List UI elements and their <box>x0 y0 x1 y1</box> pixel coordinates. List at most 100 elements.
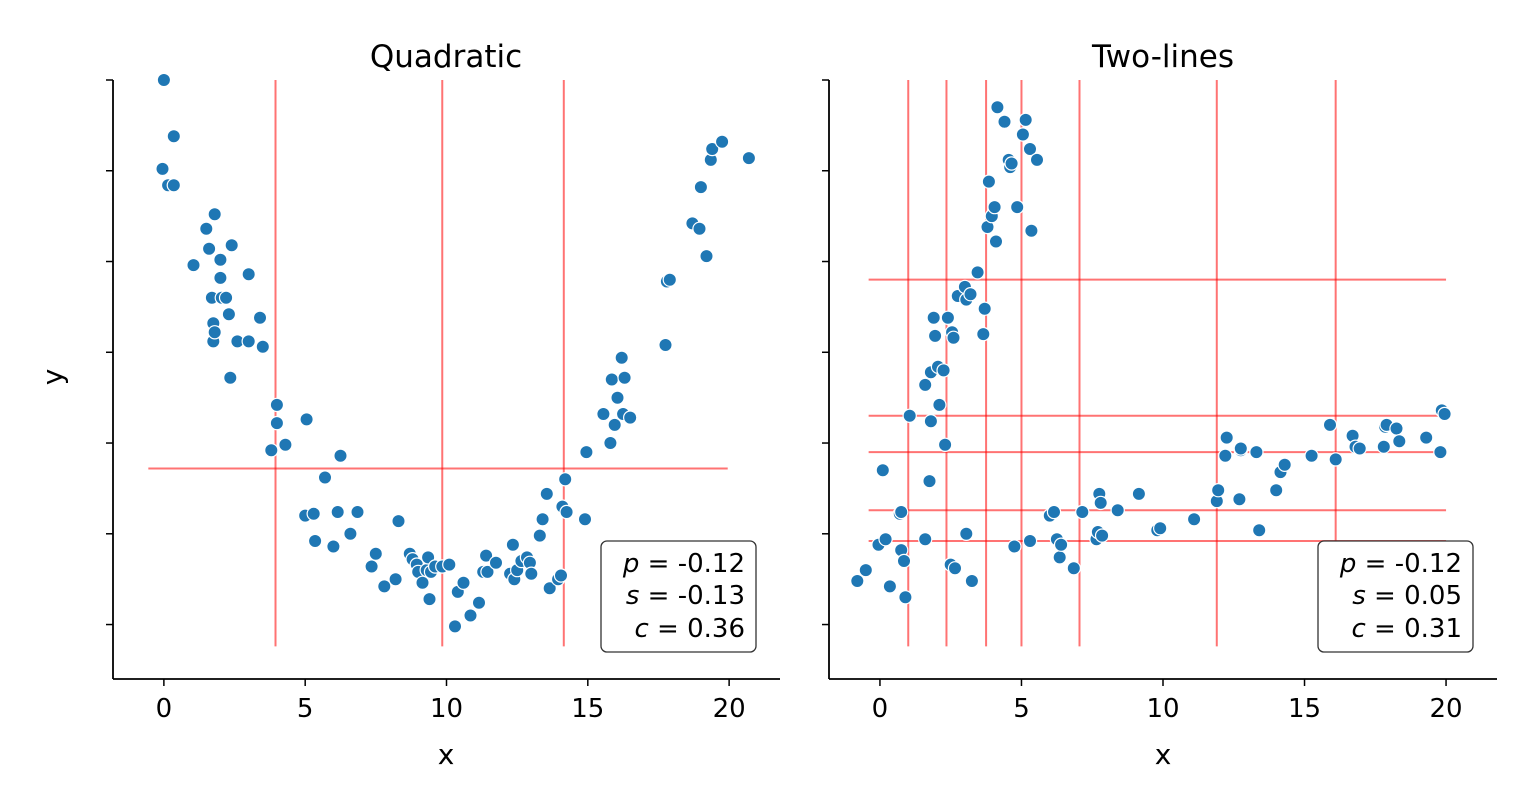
two-lines-point-11 <box>902 408 917 423</box>
quadratic-point-12 <box>207 325 222 340</box>
two-lines-point-20 <box>932 397 947 413</box>
quadratic-point-97 <box>692 221 707 236</box>
quadratic-xtick-label-4: 20 <box>713 694 746 724</box>
two-lines-point-84 <box>1304 448 1319 463</box>
svg-text:p = -0.12: p = -0.12 <box>622 549 745 579</box>
quadratic-point-24 <box>255 339 270 354</box>
quadratic-point-99 <box>699 248 714 264</box>
quadratic-point-13 <box>213 270 228 286</box>
quadratic-point-5 <box>186 257 201 273</box>
two-lines-point-23 <box>940 310 956 325</box>
quadratic-point-10 <box>207 207 222 222</box>
two-lines-point-13 <box>918 532 933 547</box>
svg-text:p = -0.12: p = -0.12 <box>1339 549 1462 579</box>
two-lines-point-10 <box>898 590 913 605</box>
two-lines-xlabel: x <box>1155 738 1172 771</box>
two-lines-point-17 <box>926 310 941 325</box>
quadratic-point-66 <box>505 537 521 552</box>
quadratic-stat-p-value: = -0.12 <box>639 549 745 579</box>
two-lines-point-46 <box>1004 156 1019 171</box>
quadratic-xlabel: x <box>438 738 455 771</box>
two-lines-point-9 <box>896 553 912 569</box>
two-lines-point-38 <box>981 174 997 189</box>
two-lines-point-94 <box>1392 434 1407 449</box>
two-lines-point-36 <box>977 301 992 316</box>
quadratic-point-35 <box>330 504 345 520</box>
quadratic-point-85 <box>603 435 618 451</box>
quadratic-point-95 <box>662 272 678 287</box>
quadratic-stat-c-value: = 0.36 <box>649 614 745 644</box>
two-lines-point-89 <box>1352 441 1367 456</box>
two-lines-point-15 <box>923 414 939 429</box>
quadratic-point-76 <box>542 581 557 596</box>
quadratic-point-64 <box>488 555 504 571</box>
quadratic-point-19 <box>223 370 238 385</box>
two-lines-point-18 <box>927 328 943 344</box>
two-lines-point-22 <box>937 437 953 452</box>
quadratic-point-40 <box>368 546 383 562</box>
quadratic-point-92 <box>623 410 638 425</box>
quadratic-point-102 <box>714 134 730 149</box>
two-lines-point-14 <box>922 473 937 489</box>
quadratic-point-25 <box>264 443 279 458</box>
quadratic-ylabel: y <box>36 369 69 386</box>
quadratic-stats-box: p = -0.12 s = -0.13 c = 0.36 <box>600 540 757 653</box>
quadratic-point-27 <box>269 415 285 431</box>
quadratic-xtick-label-1: 5 <box>297 694 314 724</box>
two-lines-point-48 <box>1010 199 1025 215</box>
two-lines-point-73 <box>1210 483 1226 498</box>
two-lines-point-3 <box>875 463 891 478</box>
two-lines-point-60 <box>1066 561 1082 576</box>
quadratic-xtick-label-0: 0 <box>156 694 173 724</box>
quadratic-point-84 <box>596 406 611 422</box>
two-lines-point-47 <box>1007 539 1022 554</box>
two-lines-point-98 <box>1437 406 1452 422</box>
quadratic-point-80 <box>558 472 573 487</box>
two-lines-point-85 <box>1322 417 1338 433</box>
two-lines-xtick-label-0: 0 <box>872 694 889 724</box>
quadratic-point-63 <box>480 564 495 580</box>
two-lines-point-75 <box>1219 430 1234 445</box>
quadratic-point-103 <box>741 150 757 166</box>
quadratic-point-81 <box>559 504 574 520</box>
quadratic-title: Quadratic <box>370 39 522 75</box>
quadratic-point-28 <box>278 437 293 452</box>
two-lines-point-33 <box>964 573 980 589</box>
two-lines-y-ticks <box>822 79 829 626</box>
quadratic-point-38 <box>350 504 365 520</box>
quadratic-point-1 <box>155 161 170 177</box>
quadratic-point-37 <box>343 526 358 542</box>
two-lines-point-52 <box>1022 141 1038 157</box>
two-lines-xtick-label-1: 5 <box>1013 694 1030 724</box>
quadratic-point-17 <box>224 237 239 253</box>
quadratic-point-93 <box>658 337 673 353</box>
quadratic-point-83 <box>579 444 594 460</box>
two-lines-point-49 <box>1015 127 1031 142</box>
two-lines-point-0 <box>850 573 865 589</box>
quadratic-point-48 <box>415 575 430 591</box>
quadratic-point-26 <box>269 397 285 413</box>
two-lines-point-1 <box>858 562 874 578</box>
quadratic-point-4 <box>166 178 181 193</box>
quadratic-point-41 <box>377 579 392 594</box>
quadratic-point-91 <box>617 370 632 385</box>
two-lines-stat-p-value: = -0.12 <box>1356 549 1462 579</box>
two-lines-point-54 <box>1029 152 1045 168</box>
two-lines-point-56 <box>1046 504 1062 520</box>
quadratic-xtick-label-2: 10 <box>430 694 463 724</box>
two-lines-point-90 <box>1376 439 1392 454</box>
two-lines-point-5 <box>882 579 898 594</box>
quadratic-point-33 <box>317 470 333 485</box>
quadratic-point-21 <box>241 267 256 282</box>
two-lines-point-21 <box>936 363 951 378</box>
quadratic-point-88 <box>610 390 625 405</box>
two-lines-stat-s-value: = 0.05 <box>1366 581 1462 611</box>
two-lines-point-65 <box>1093 495 1108 511</box>
two-lines-point-83 <box>1277 457 1292 472</box>
two-lines-point-71 <box>1186 512 1202 527</box>
svg-text:c = 0.36: c = 0.36 <box>634 614 745 644</box>
quadratic-panel: Quadratic y 0 5 10 15 20 x p = -0.12 s = -0.… <box>36 39 780 771</box>
quadratic-point-86 <box>604 372 620 387</box>
two-lines-point-41 <box>988 234 1004 249</box>
quadratic-point-39 <box>364 559 379 574</box>
